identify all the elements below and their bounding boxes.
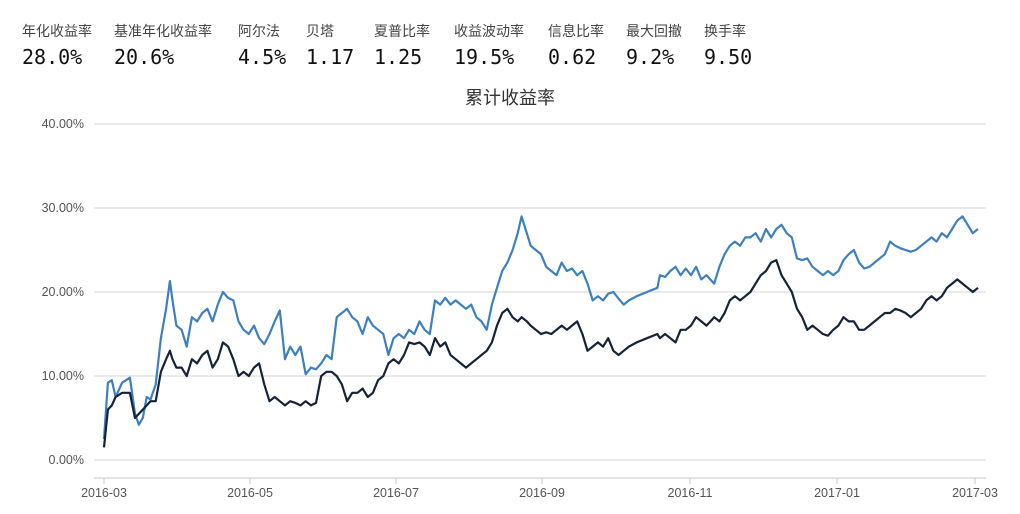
metric-value: 0.62 (548, 45, 597, 69)
metrics-bar: 年化收益率 28.0% 基准年化收益率 20.6% 阿尔法 4.5% 贝塔 1.17 夏普比率 1… (22, 20, 774, 72)
metric-label: 夏普比率 (374, 23, 430, 39)
metric-2: 阿尔法 4.5% (238, 20, 306, 72)
metric-8: 换手率 9.50 (704, 20, 774, 72)
y-tick-label: 30.00% (42, 201, 84, 215)
metric-label: 信息比率 (548, 23, 604, 39)
metric-0: 年化收益率 28.0% (22, 20, 114, 72)
metric-value: 4.5% (238, 45, 287, 69)
metric-label: 基准年化收益率 (114, 23, 212, 39)
metric-3: 贝塔 1.17 (306, 20, 374, 72)
metric-value: 28.0% (22, 45, 83, 69)
y-tick-label: 40.00% (42, 117, 84, 131)
y-tick-label: 20.00% (42, 285, 84, 299)
x-tick-label: 2016-03 (81, 486, 127, 500)
cumulative-return-chart: 累计收益率 0.00% 10.00% 20.00% 30.00% 40.00% 2016-0… (42, 88, 998, 500)
metric-label: 年化收益率 (22, 23, 92, 39)
metric-value: 9.50 (704, 45, 753, 69)
x-tick-label: 2016-09 (519, 486, 565, 500)
metric-label: 换手率 (704, 23, 746, 39)
x-tick-label: 2017-01 (814, 486, 860, 500)
metric-label: 收益波动率 (454, 23, 524, 39)
metric-7: 最大回撤 9.2% (626, 20, 704, 72)
metric-label: 阿尔法 (238, 23, 280, 39)
y-tick-label: 0.00% (49, 453, 84, 467)
cropped-top-strip (0, 0, 1020, 6)
x-tick-label: 2017-03 (952, 486, 998, 500)
metric-5: 收益波动率 19.5% (454, 20, 548, 72)
x-tick-label: 2016-07 (373, 486, 419, 500)
metric-value: 1.17 (306, 45, 355, 69)
x-tick-label: 2016-05 (227, 486, 273, 500)
metric-label: 最大回撤 (626, 23, 682, 39)
metric-6: 信息比率 0.62 (548, 20, 626, 72)
metric-value: 20.6% (114, 45, 175, 69)
metric-value: 19.5% (454, 45, 515, 69)
benchmark-line (102, 259, 979, 448)
metric-value: 9.2% (626, 45, 675, 69)
metric-value: 1.25 (374, 45, 423, 69)
x-tick-label: 2016-11 (668, 486, 713, 500)
metric-4: 夏普比率 1.25 (374, 20, 454, 72)
metric-label: 贝塔 (306, 23, 334, 39)
y-tick-label: 10.00% (42, 369, 84, 383)
strategy-line (102, 215, 979, 440)
chart-title: 累计收益率 (465, 88, 555, 108)
metric-1: 基准年化收益率 20.6% (114, 20, 238, 72)
